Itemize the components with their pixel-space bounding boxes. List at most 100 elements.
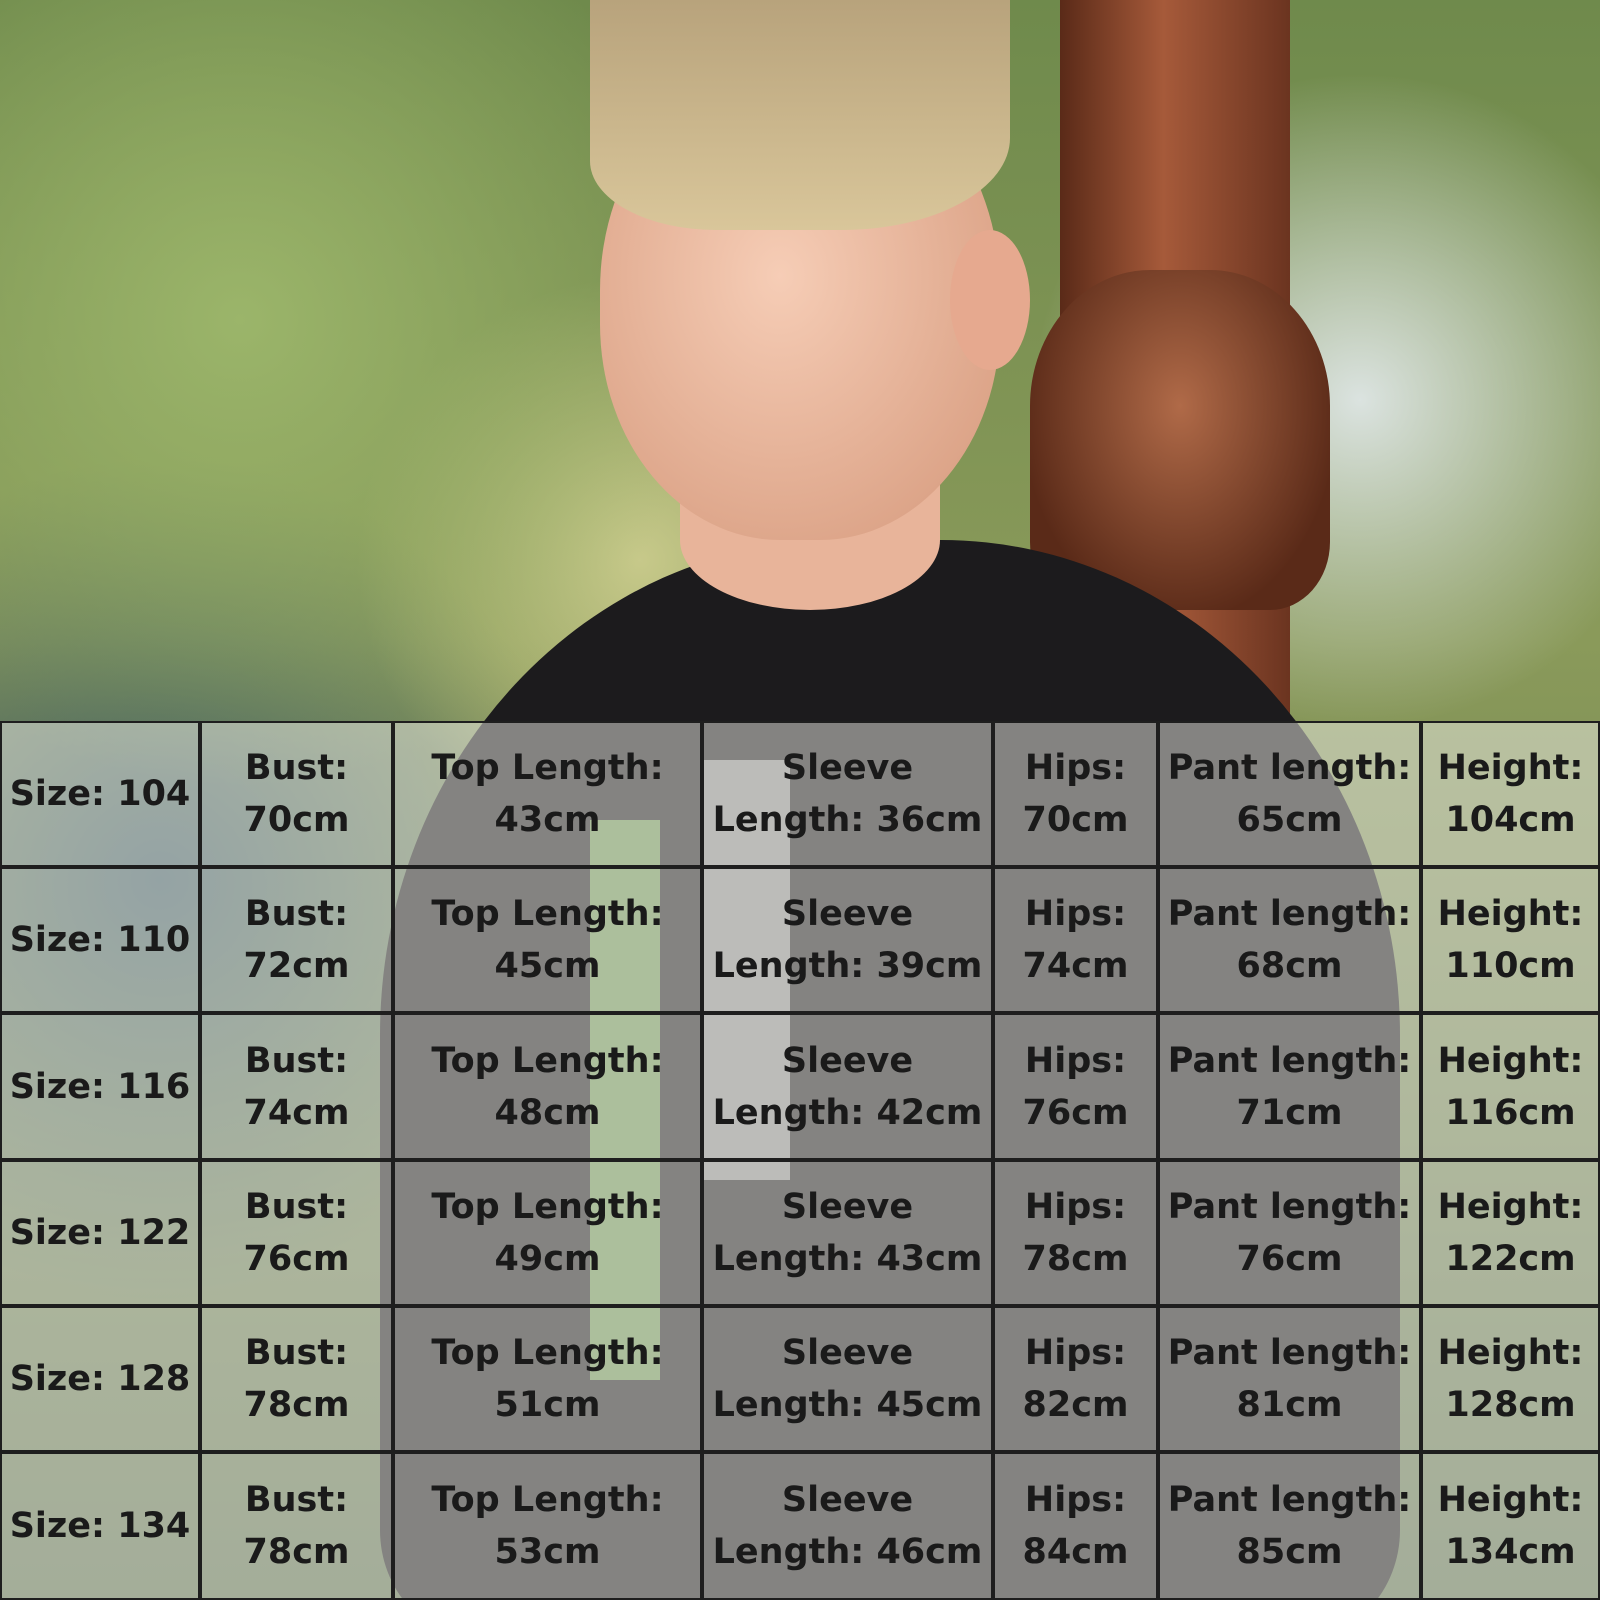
table-cell: Top Length: 51cm xyxy=(393,1306,702,1452)
cell-text: Top Length: xyxy=(431,1333,664,1373)
cell-text: 70cm xyxy=(1022,800,1129,840)
cell-text: Sleeve xyxy=(781,748,914,788)
cell-text: 76cm xyxy=(1236,1239,1343,1279)
table-cell: Height: 110cm xyxy=(1421,867,1600,1013)
cell-text: 85cm xyxy=(1236,1532,1343,1572)
table-cell: Bust: 74cm xyxy=(200,1013,393,1160)
table-cell: Pant length: 71cm xyxy=(1158,1013,1421,1160)
table-cell: Size: 104 xyxy=(0,721,200,867)
cell-text: 74cm xyxy=(243,1092,350,1133)
table-cell: Sleeve Length: 46cm xyxy=(702,1452,993,1600)
table-cell: Top Length: 53cm xyxy=(393,1452,702,1600)
table-cell: Height: 128cm xyxy=(1421,1306,1600,1452)
cell-text: 72cm xyxy=(243,946,350,986)
table-cell: Bust: 76cm xyxy=(200,1160,393,1306)
cell-text: 45cm xyxy=(494,946,601,986)
table-cell: Hips: 76cm xyxy=(993,1013,1158,1160)
cell-text: Pant length: xyxy=(1167,748,1412,788)
table-cell: Size: 116 xyxy=(0,1013,200,1160)
table-cell: Hips: 70cm xyxy=(993,721,1158,867)
cell-text: Hips: xyxy=(1024,894,1127,934)
cell-text: Top Length: xyxy=(431,748,664,788)
table-cell: Size: 134 xyxy=(0,1452,200,1600)
table-cell: Bust: 72cm xyxy=(200,867,393,1013)
cell-text: 71cm xyxy=(1236,1092,1343,1133)
cell-text: Height: xyxy=(1437,1040,1584,1081)
table-cell: Bust: 78cm xyxy=(200,1452,393,1600)
cell-text: Height: xyxy=(1437,1333,1584,1373)
cell-text: 53cm xyxy=(494,1532,601,1572)
cell-text: 76cm xyxy=(1022,1092,1129,1133)
table-cell: Sleeve Length: 36cm xyxy=(702,721,993,867)
cell-text: 51cm xyxy=(494,1385,601,1425)
cell-text: 76cm xyxy=(243,1239,350,1279)
cell-text: 49cm xyxy=(494,1239,601,1279)
cell-text: Height: xyxy=(1437,894,1584,934)
cell-text: Length: 45cm xyxy=(712,1385,983,1425)
table-cell: Pant length: 76cm xyxy=(1158,1160,1421,1306)
cell-text: Hips: xyxy=(1024,1040,1127,1081)
cell-text: 110cm xyxy=(1445,946,1576,986)
table-cell: Hips: 74cm xyxy=(993,867,1158,1013)
cell-text: Bust: xyxy=(244,1040,349,1081)
table-cell: Pant length: 65cm xyxy=(1158,721,1421,867)
cell-text: 84cm xyxy=(1022,1532,1129,1572)
cell-text: Height: xyxy=(1437,1480,1584,1520)
cell-text: Hips: xyxy=(1024,1480,1127,1520)
table-cell: Top Length: 45cm xyxy=(393,867,702,1013)
cell-text: Sleeve xyxy=(781,1480,914,1520)
cell-text: Pant length: xyxy=(1167,1333,1412,1373)
table-cell: Size: 110 xyxy=(0,867,200,1013)
cell-text: Hips: xyxy=(1024,1333,1127,1373)
cell-text: 81cm xyxy=(1236,1385,1343,1425)
cell-text: 78cm xyxy=(243,1385,350,1425)
cell-text: 68cm xyxy=(1236,946,1343,986)
table-cell: Pant length: 81cm xyxy=(1158,1306,1421,1452)
pillar-capital xyxy=(1030,270,1330,610)
table-cell: Bust: 78cm xyxy=(200,1306,393,1452)
cell-text: 43cm xyxy=(494,800,601,840)
table-cell: Hips: 78cm xyxy=(993,1160,1158,1306)
cell-text: Length: 42cm xyxy=(712,1092,983,1133)
cell-text: Top Length: xyxy=(431,1187,664,1227)
cell-text: Bust: xyxy=(244,1333,349,1373)
cell-text: 116cm xyxy=(1445,1092,1576,1133)
cell-text: 134cm xyxy=(1445,1532,1576,1572)
cell-text: Pant length: xyxy=(1167,1187,1412,1227)
table-cell: Height: 134cm xyxy=(1421,1452,1600,1600)
table-cell: Top Length: 49cm xyxy=(393,1160,702,1306)
hair xyxy=(590,0,1010,230)
cell-text: Size: 104 xyxy=(9,774,191,814)
cell-text: Bust: xyxy=(244,1480,349,1520)
table-cell: Top Length: 43cm xyxy=(393,721,702,867)
cell-text: Length: 39cm xyxy=(712,946,983,986)
cell-text: Hips: xyxy=(1024,748,1127,788)
cell-text: Sleeve xyxy=(781,1040,914,1081)
table-cell: Hips: 84cm xyxy=(993,1452,1158,1600)
cell-text: 74cm xyxy=(1022,946,1129,986)
table-cell: Sleeve Length: 45cm xyxy=(702,1306,993,1452)
cell-text: 128cm xyxy=(1445,1385,1576,1425)
cell-text: 70cm xyxy=(243,800,350,840)
cell-text: Hips: xyxy=(1024,1187,1127,1227)
cell-text: Sleeve xyxy=(781,1187,914,1227)
cell-text: Pant length: xyxy=(1167,1040,1412,1081)
cell-text: Bust: xyxy=(244,748,349,788)
ear xyxy=(950,230,1030,370)
table-cell: Height: 122cm xyxy=(1421,1160,1600,1306)
cell-text: Size: 128 xyxy=(9,1359,191,1399)
cell-text: Height: xyxy=(1437,1187,1584,1227)
cell-text: Pant length: xyxy=(1167,1480,1412,1520)
table-cell: Pant length: 68cm xyxy=(1158,867,1421,1013)
cell-text: Size: 110 xyxy=(9,920,191,960)
table-cell: Sleeve Length: 43cm xyxy=(702,1160,993,1306)
table-cell: Top Length: 48cm xyxy=(393,1013,702,1160)
table-cell: Sleeve Length: 42cm xyxy=(702,1013,993,1160)
cell-text: Length: 43cm xyxy=(712,1239,983,1279)
table-cell: Bust: 70cm xyxy=(200,721,393,867)
cell-text: 48cm xyxy=(494,1092,601,1133)
cell-text: Length: 36cm xyxy=(712,800,983,840)
cell-text: Bust: xyxy=(244,1187,349,1227)
table-cell: Pant length: 85cm xyxy=(1158,1452,1421,1600)
